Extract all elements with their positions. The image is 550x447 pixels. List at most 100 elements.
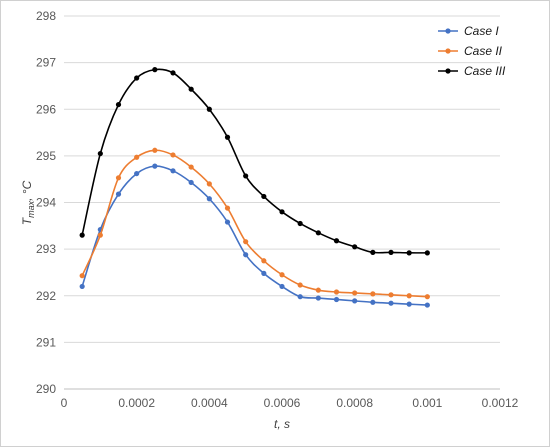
legend-swatch-marker [445,68,451,74]
legend: Case I Case II Case III [438,24,506,78]
y-axis-title: Tmax, °C [20,180,36,225]
series-line [81,68,428,254]
series-1 [79,163,430,308]
data-point [79,232,85,238]
data-point [134,170,140,177]
y-tick-label: 293 [36,242,56,256]
data-point [170,70,176,76]
x-tick-label: 0.0002 [118,396,155,410]
data-point [388,300,394,306]
data-point [224,219,231,225]
data-point [224,205,231,211]
data-point [406,301,412,307]
x-tick-label: 0.0004 [191,396,228,410]
x-tick-label: 0.0008 [336,396,373,410]
data-point [79,273,85,279]
legend-label: Case III [464,64,506,78]
data-point [333,296,340,303]
legend-item: Case I [438,24,499,38]
series-3 [79,67,430,256]
data-point [243,252,249,258]
x-tick-labels: 0 0.0002 0.0004 0.0006 0.0008 0.001 0.0012 [61,396,519,410]
data-point [297,294,303,300]
data-point [297,220,303,227]
data-point [188,164,194,170]
series-lines [79,67,430,308]
data-point [79,283,85,290]
data-point [424,250,430,256]
data-point [352,298,358,304]
data-point [352,244,358,250]
y-axis-title-unit: , °C [20,180,34,200]
data-point [279,209,285,215]
legend-item: Case III [438,64,506,78]
data-point [388,249,394,255]
data-point [97,232,103,238]
data-point [206,106,212,112]
y-axis-title-main: T [20,216,34,225]
series-2 [79,147,430,300]
x-tick-label: 0.0006 [264,396,301,410]
legend-label: Case II [464,44,503,58]
data-point [152,67,158,73]
y-tick-labels: 290 291 292 293 294 295 296 297 298 [36,9,56,396]
data-point [370,291,376,297]
data-point [243,173,249,179]
data-point [388,292,394,298]
data-point [333,289,340,295]
data-point [279,283,285,290]
data-point [170,152,176,158]
data-point [261,270,267,276]
data-point [134,75,140,81]
data-point [297,282,303,288]
series-line [81,149,428,298]
data-point [115,175,122,181]
data-point [224,134,231,140]
legend-label: Case I [464,24,499,38]
data-point [206,196,212,202]
data-point [315,287,321,293]
data-point [315,230,321,236]
data-point [406,293,412,299]
legend-item: Case II [438,44,503,58]
data-point [115,101,122,108]
data-point [243,239,249,245]
x-tick-label: 0.0012 [482,396,519,410]
data-point [188,179,194,186]
y-axis-title-sub: max [26,200,36,218]
x-tick-label: 0 [61,396,68,410]
data-point [261,193,267,200]
y-tick-label: 297 [36,56,56,70]
y-tick-label: 291 [36,335,56,349]
legend-swatch-marker [445,48,451,54]
legend-swatch-marker [445,28,451,34]
data-point [170,168,176,174]
data-point [206,181,212,187]
data-point [188,86,194,92]
data-point [134,154,140,160]
data-point [315,295,321,301]
data-point [97,150,103,157]
data-point [424,294,430,300]
data-point [279,272,285,278]
data-point [370,249,376,255]
y-tick-label: 298 [36,9,56,23]
data-point [152,163,158,169]
x-tick-label: 0.001 [412,396,442,410]
data-point [333,238,340,244]
y-tick-label: 292 [36,289,56,303]
data-point [261,258,267,264]
y-tick-label: 295 [36,149,56,163]
data-point [370,299,376,305]
data-point [115,191,122,197]
data-point [406,250,412,256]
y-tick-label: 296 [36,102,56,116]
data-point [424,302,430,308]
y-tick-label: 294 [36,196,56,210]
data-point [352,290,358,296]
data-point [152,147,158,153]
y-tick-label: 290 [36,382,56,396]
x-axis-title: t, s [274,417,290,431]
